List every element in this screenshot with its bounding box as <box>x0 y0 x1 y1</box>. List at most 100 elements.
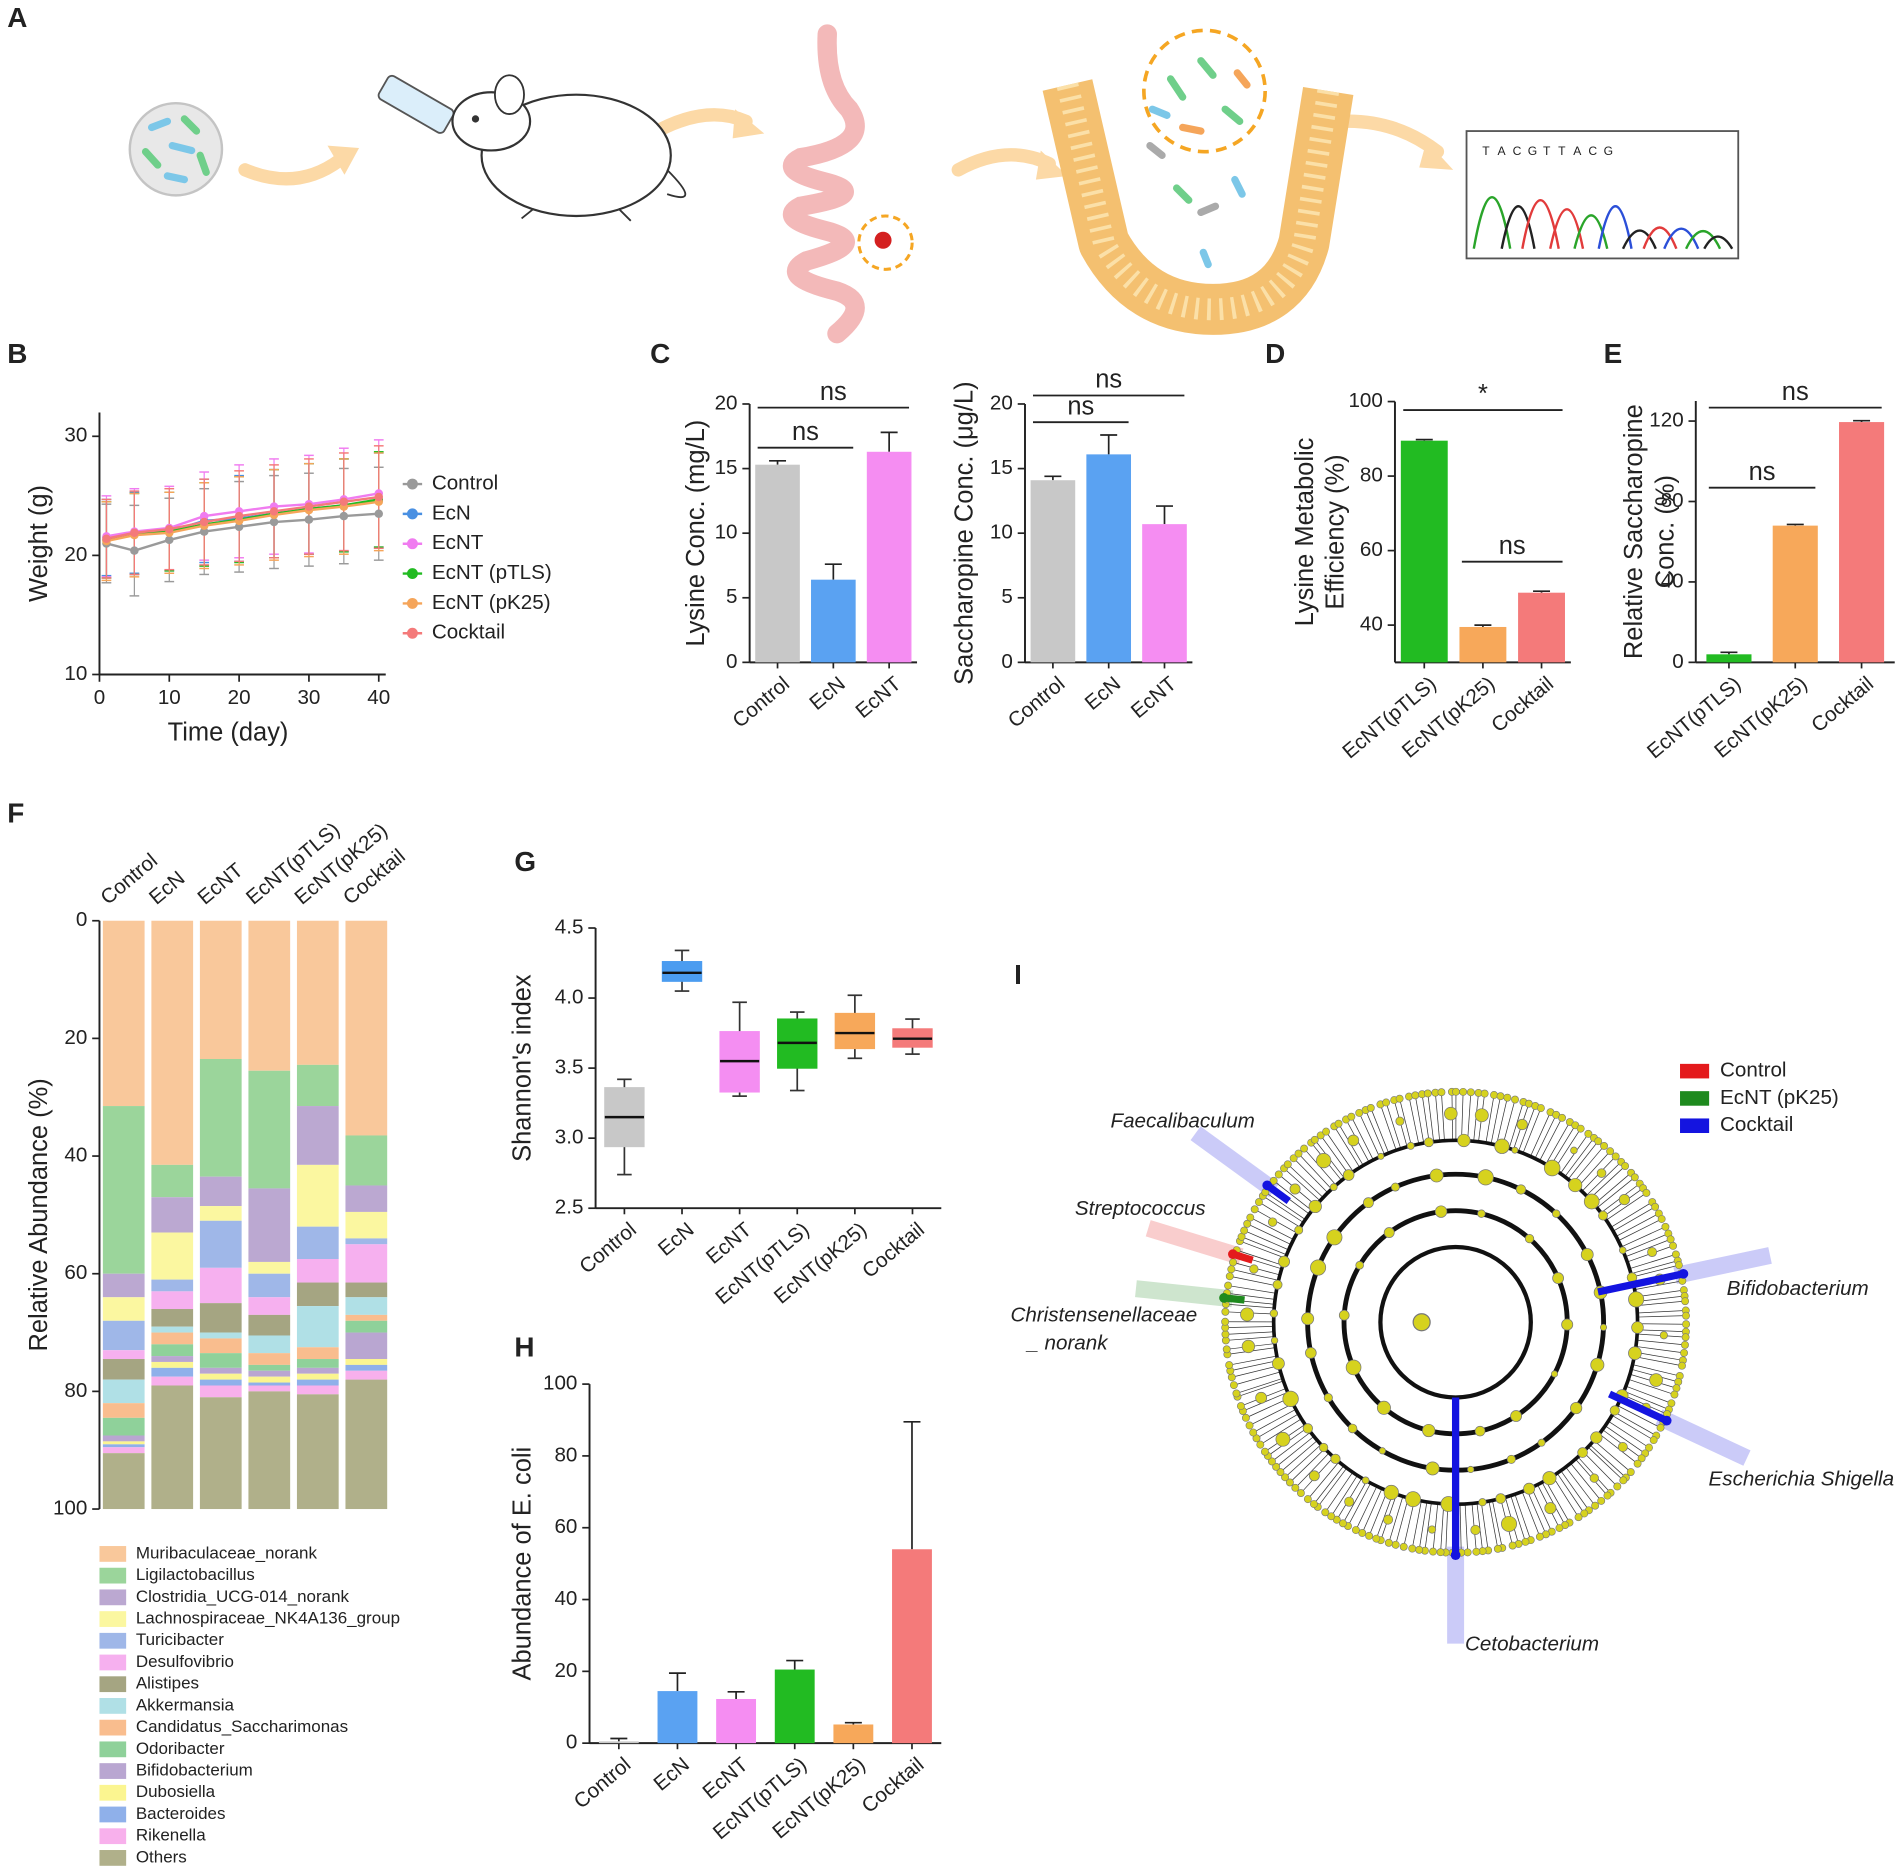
legend-label: EcNT (pTLS) <box>432 561 552 584</box>
clade-node <box>1544 1502 1557 1515</box>
leaf-node <box>1236 1402 1245 1411</box>
clade-node <box>1617 1442 1628 1452</box>
branch <box>1330 1475 1358 1517</box>
y-tick-label: 10 <box>64 662 87 685</box>
branch <box>1605 1425 1646 1454</box>
panel-a-illustration <box>128 24 1740 344</box>
leaf-node <box>1508 1541 1517 1550</box>
point <box>165 535 174 545</box>
leaf-node <box>1294 1149 1303 1158</box>
branch <box>1612 1206 1656 1232</box>
branch <box>1298 1153 1332 1190</box>
significance-label: ns <box>1749 458 1776 486</box>
branch <box>1508 1101 1524 1149</box>
branch <box>1636 1339 1686 1346</box>
clade-node <box>1305 1347 1317 1359</box>
leaf-node <box>1649 1436 1658 1445</box>
branch <box>1596 1177 1636 1209</box>
leaf-node <box>1316 1131 1325 1140</box>
y-tick-label: 20 <box>64 1026 87 1049</box>
branch <box>1399 1098 1412 1146</box>
x-tick-label: 0 <box>94 686 105 709</box>
box <box>661 961 703 982</box>
leaf-node <box>1408 1544 1417 1553</box>
intestine <box>782 24 914 344</box>
leaf-node <box>1285 1478 1294 1487</box>
y-tick-label: 5 <box>726 585 737 608</box>
leaf-node <box>1480 1089 1489 1098</box>
branch <box>1388 1496 1404 1543</box>
branch <box>1587 1446 1624 1481</box>
leaf-node <box>1490 1091 1498 1099</box>
legend-label: Others <box>136 1847 187 1866</box>
branch <box>1342 1480 1368 1524</box>
legend-label: Control <box>1720 1059 1786 1082</box>
clade-node <box>1241 1339 1256 1354</box>
bar-segment <box>199 1303 242 1333</box>
clade-node <box>1255 1391 1268 1404</box>
y-tick-label: 20 <box>990 391 1013 414</box>
taxon-shade <box>1145 1220 1244 1265</box>
significance-label: ns <box>1782 378 1809 406</box>
leaf-node <box>1351 1526 1360 1534</box>
leaf-node <box>1584 1129 1593 1138</box>
leaf-node <box>1574 1513 1583 1522</box>
y-tick-label: 4.0 <box>555 986 584 1009</box>
cladogram: Faecalibaculum Streptococcus Christensenel… <box>1010 1059 1894 1656</box>
branch <box>1225 1331 1274 1335</box>
taxon-label: Bifidobacterium <box>1727 1277 1869 1300</box>
x-tick-label: 40 <box>367 686 390 709</box>
taxon-highlight <box>1607 1390 1669 1424</box>
significance-label: ns <box>792 418 819 446</box>
leaf-node <box>1580 1509 1589 1518</box>
branch <box>1313 1465 1345 1505</box>
clade-node <box>1552 1209 1561 1218</box>
legend-swatch <box>99 1741 127 1758</box>
y-tick-label: 100 <box>53 1496 87 1519</box>
x-tick-label: Cocktail <box>1807 672 1878 737</box>
box <box>834 1012 876 1050</box>
bar <box>833 1724 874 1744</box>
branch <box>1233 1371 1281 1386</box>
clade-node <box>1347 1134 1360 1147</box>
bar-segment <box>345 1238 388 1245</box>
branch <box>1228 1285 1277 1294</box>
bar-segment <box>248 1353 291 1365</box>
chromatogram <box>1465 130 1740 260</box>
y-axis-label: Relative Saccharopine <box>1620 404 1648 659</box>
branch <box>1545 1480 1570 1523</box>
significance-label: ns <box>1067 392 1094 420</box>
branch <box>1637 1310 1686 1314</box>
branch <box>1634 1356 1683 1367</box>
clade-node <box>1427 1525 1437 1534</box>
y-tick-label: 40 <box>64 1144 87 1167</box>
point <box>269 517 279 527</box>
branch <box>1358 1112 1380 1158</box>
mouse <box>377 74 687 222</box>
leaf-node <box>1633 1459 1642 1468</box>
leaf-node <box>1222 1345 1231 1354</box>
y-tick-label: 80 <box>554 1443 577 1466</box>
bar-segment <box>248 1261 291 1274</box>
bar-segment <box>102 1417 145 1436</box>
clade-node <box>1628 1346 1642 1361</box>
bar-segment <box>102 1447 145 1454</box>
clade-node <box>1515 1184 1527 1195</box>
clade-node <box>1319 1442 1329 1453</box>
clade-ring <box>1378 1244 1533 1400</box>
leaf-node <box>1382 1098 1391 1107</box>
leaf-node <box>1246 1213 1255 1222</box>
bar-segment <box>102 1403 145 1418</box>
branch <box>1637 1329 1686 1333</box>
legend-marker <box>406 568 418 580</box>
leaf-node <box>1221 1307 1230 1316</box>
leaf-node <box>1395 1094 1404 1103</box>
clade-node <box>1551 1370 1559 1378</box>
leaf-node <box>1250 1205 1259 1214</box>
bar-segment <box>345 1211 388 1239</box>
legend-swatch <box>99 1654 127 1671</box>
panel-label: F <box>7 798 24 829</box>
y-axis-label: Lysine Conc. (mg/L) <box>682 420 710 647</box>
clade-node <box>1376 1400 1391 1415</box>
bar-segment <box>296 1106 339 1165</box>
